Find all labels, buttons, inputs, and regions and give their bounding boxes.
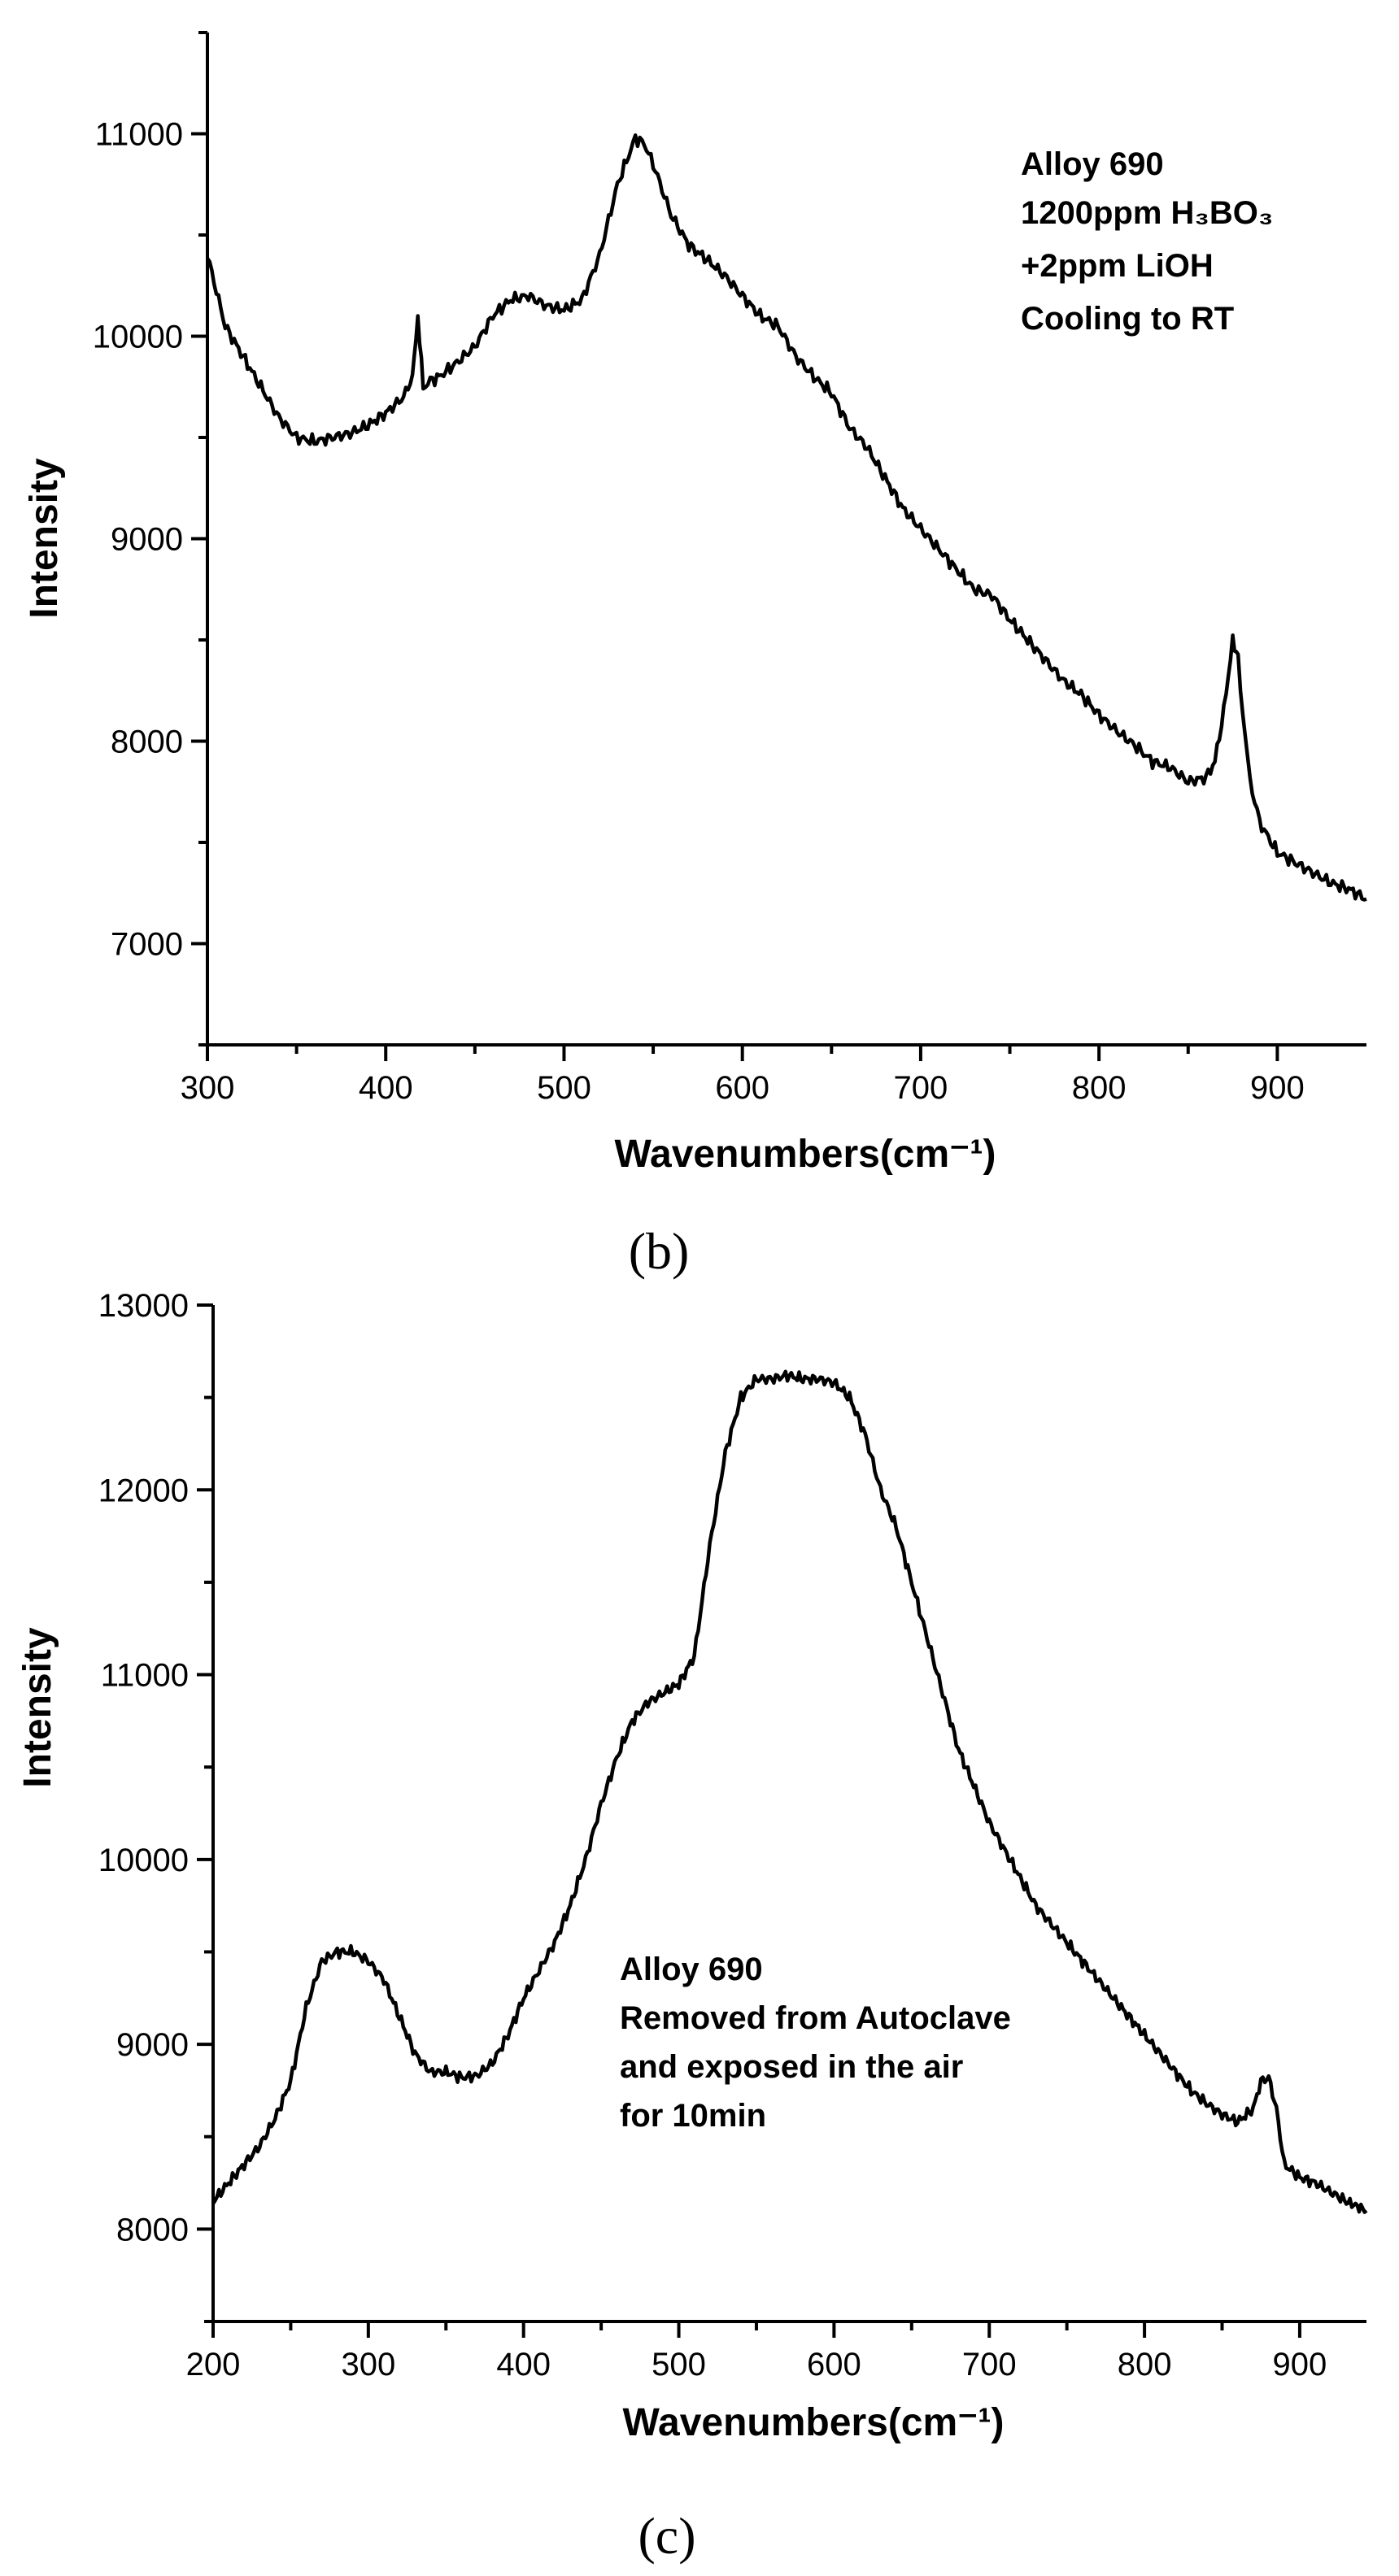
x-tick-label-c-2: 400 bbox=[496, 2347, 551, 2382]
panel-label-b: (b) bbox=[629, 1222, 690, 1280]
y-tick-label-c-2: 10000 bbox=[98, 1843, 189, 1878]
x-tick-label-b-5: 800 bbox=[1072, 1070, 1127, 1106]
y-tick-label-c-4: 12000 bbox=[98, 1473, 189, 1508]
x-tick-label-c-7: 900 bbox=[1273, 2347, 1327, 2382]
annotation-b: Alloy 690 1200ppm H₃BO₃ +2ppm LiOH Cooli… bbox=[1021, 146, 1273, 337]
annotation-line-c-3: and exposed in the air bbox=[620, 2049, 963, 2085]
annotation-line-b-4: Cooling to RT bbox=[1021, 301, 1234, 337]
x-tick-label-c-1: 300 bbox=[341, 2347, 395, 2382]
x-tick-label-b-2: 500 bbox=[537, 1070, 591, 1106]
annotation-line-b-2: 1200ppm H₃BO₃ bbox=[1021, 195, 1273, 231]
annotation-line-c-2: Removed from Autoclave bbox=[620, 2000, 1011, 2036]
axis-ticks-b: 300 400 500 600 700 800 900 7000 8000 9000 10000 11… bbox=[93, 31, 1305, 1106]
y-tick-label-c-1: 9000 bbox=[116, 2027, 189, 2063]
plot-area-c bbox=[211, 1305, 1366, 2323]
y-axis-title-b: Intensity bbox=[23, 458, 66, 619]
x-tick-label-c-3: 500 bbox=[652, 2347, 706, 2382]
x-tick-label-b-3: 600 bbox=[715, 1070, 769, 1106]
spectrum-line-c bbox=[211, 1369, 1368, 2214]
annotation-line-b-1: Alloy 690 bbox=[1021, 146, 1164, 182]
chart-panel-c: 200 300 400 500 600 700 800 900 8000 9000 10000 110… bbox=[16, 1288, 1368, 2565]
x-axis-title-b: Wavenumbers(cm⁻¹) bbox=[615, 1133, 996, 1176]
axis-ticks-c: 200 300 400 500 600 700 800 900 8000 9000 10000 110… bbox=[98, 1288, 1327, 2382]
x-axis-title-c: Wavenumbers(cm⁻¹) bbox=[623, 2401, 1005, 2444]
y-tick-label-b-4: 11000 bbox=[95, 117, 183, 153]
annotation-c: Alloy 690 Removed from Autoclave and exp… bbox=[620, 1952, 1011, 2134]
panel-label-c: (c) bbox=[638, 2507, 695, 2565]
y-tick-label-b-2: 9000 bbox=[111, 522, 183, 558]
x-tick-label-b-1: 400 bbox=[359, 1070, 413, 1106]
y-tick-label-c-5: 13000 bbox=[98, 1288, 189, 1324]
y-tick-label-c-3: 11000 bbox=[101, 1658, 189, 1694]
x-tick-label-c-0: 200 bbox=[186, 2347, 241, 2382]
x-tick-label-b-0: 300 bbox=[181, 1070, 235, 1106]
x-tick-label-b-6: 900 bbox=[1250, 1070, 1305, 1106]
y-tick-label-b-3: 10000 bbox=[93, 320, 183, 355]
chart-panel-b: 300 400 500 600 700 800 900 7000 8000 9000 10000 11… bbox=[23, 31, 1367, 1280]
x-tick-label-c-4: 600 bbox=[807, 2347, 861, 2382]
y-tick-label-b-0: 7000 bbox=[111, 927, 183, 963]
y-tick-label-b-1: 8000 bbox=[111, 724, 183, 760]
plot-area-b bbox=[206, 33, 1366, 1046]
annotation-line-c-4: for 10min bbox=[620, 2098, 766, 2134]
spectrum-line-b bbox=[206, 133, 1367, 902]
x-tick-label-b-4: 700 bbox=[894, 1070, 948, 1106]
x-tick-label-c-6: 800 bbox=[1118, 2347, 1172, 2382]
annotation-line-b-3: +2ppm LiOH bbox=[1021, 248, 1214, 284]
y-tick-label-c-0: 8000 bbox=[116, 2212, 189, 2247]
annotation-line-c-1: Alloy 690 bbox=[620, 1952, 763, 1987]
y-axis-title-c: Intensity bbox=[16, 1627, 59, 1788]
x-tick-label-c-5: 700 bbox=[962, 2347, 1017, 2382]
